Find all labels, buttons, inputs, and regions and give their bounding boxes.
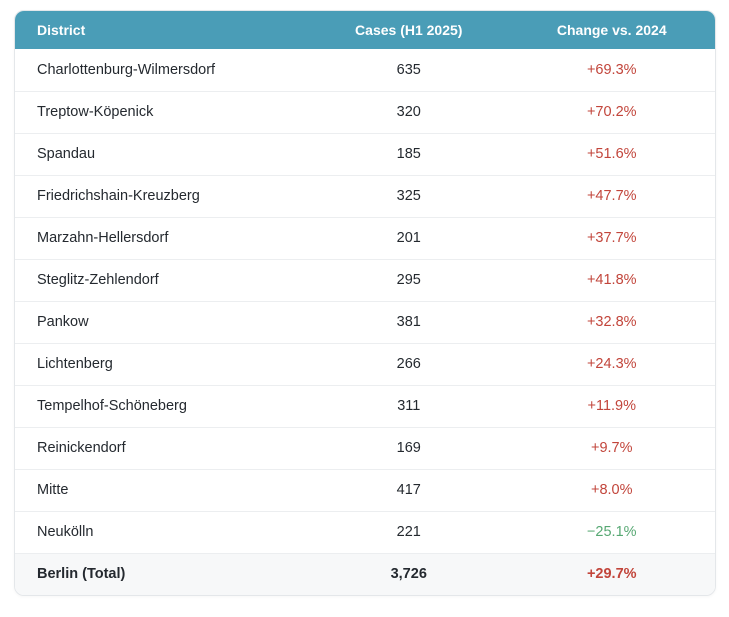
district-name: Marzahn-Hellersdorf: [37, 230, 169, 247]
change-value: +11.9%: [587, 398, 636, 415]
cases-value: 266: [396, 356, 421, 373]
table-row: Neukölln 221 −25.1%: [15, 511, 715, 553]
district-name: Tempelhof-Schöneberg: [37, 398, 187, 415]
table-row: Treptow-Köpenick 320 +70.2%: [15, 91, 715, 133]
change-value: +37.7%: [586, 230, 637, 247]
cases-value: 185: [396, 146, 421, 163]
change-value: +70.2%: [586, 104, 637, 121]
table-row: Steglitz-Zehlendorf 295 +41.8%: [15, 259, 715, 301]
table-row: Mitte 417 +8.0%: [15, 469, 715, 511]
table-row: Charlottenburg-Wilmersdorf 635 +69.3%: [15, 49, 715, 91]
district-name: Spandau: [37, 146, 96, 163]
change-value: +51.6%: [586, 146, 637, 163]
change-value: +32.8%: [586, 314, 637, 331]
change-value: −25.1%: [586, 524, 637, 541]
district-name: Lichtenberg: [37, 356, 113, 373]
district-name: Steglitz-Zehlendorf: [37, 272, 159, 289]
change-value: +9.7%: [590, 440, 633, 457]
cases-value: 635: [396, 61, 421, 78]
table-row: Marzahn-Hellersdorf 201 +37.7%: [15, 217, 715, 259]
district-name: Neukölln: [37, 524, 94, 541]
table-row: Pankow 381 +32.8%: [15, 301, 715, 343]
table-row: Lichtenberg 266 +24.3%: [15, 343, 715, 385]
table-row: Spandau 185 +51.6%: [15, 133, 715, 175]
table-row: Reinickendorf 169 +9.7%: [15, 427, 715, 469]
cases-value: 417: [396, 482, 421, 499]
district-name: Pankow: [37, 314, 89, 331]
total-label: Berlin (Total): [37, 566, 126, 583]
change-value: +69.3%: [586, 61, 637, 78]
header-change: Change vs. 2024: [556, 22, 667, 38]
table-row: Friedrichshain-Kreuzberg 325 +47.7%: [15, 175, 715, 217]
table-header-row: District Cases (H1 2025) Change vs. 2024: [15, 11, 715, 49]
change-value: +41.8%: [586, 272, 637, 289]
table-total-row: Berlin (Total) 3,726 +29.7%: [15, 553, 715, 595]
total-cases-value: 3,726: [390, 566, 427, 583]
change-value: +8.0%: [590, 482, 633, 499]
total-change-value: +29.7%: [586, 566, 637, 583]
cases-value: 221: [396, 524, 421, 541]
district-name: Mitte: [37, 482, 69, 499]
change-value: +24.3%: [586, 356, 637, 373]
district-name: Reinickendorf: [37, 440, 126, 457]
district-name: Charlottenburg-Wilmersdorf: [37, 61, 216, 78]
cases-value: 320: [396, 104, 421, 121]
district-name: Friedrichshain-Kreuzberg: [37, 188, 200, 205]
district-cases-table: District Cases (H1 2025) Change vs. 2024…: [14, 10, 716, 596]
cases-value: 169: [396, 440, 421, 457]
cases-value: 201: [396, 230, 421, 247]
cases-value: 381: [396, 314, 421, 331]
header-cases: Cases (H1 2025): [355, 22, 463, 38]
district-name: Treptow-Köpenick: [37, 104, 154, 121]
change-value: +47.7%: [586, 188, 637, 205]
cases-value: 295: [396, 272, 421, 289]
table-row: Tempelhof-Schöneberg 311 +11.9%: [15, 385, 715, 427]
cases-value: 311: [397, 398, 421, 415]
cases-value: 325: [396, 188, 421, 205]
header-district: District: [37, 22, 86, 38]
